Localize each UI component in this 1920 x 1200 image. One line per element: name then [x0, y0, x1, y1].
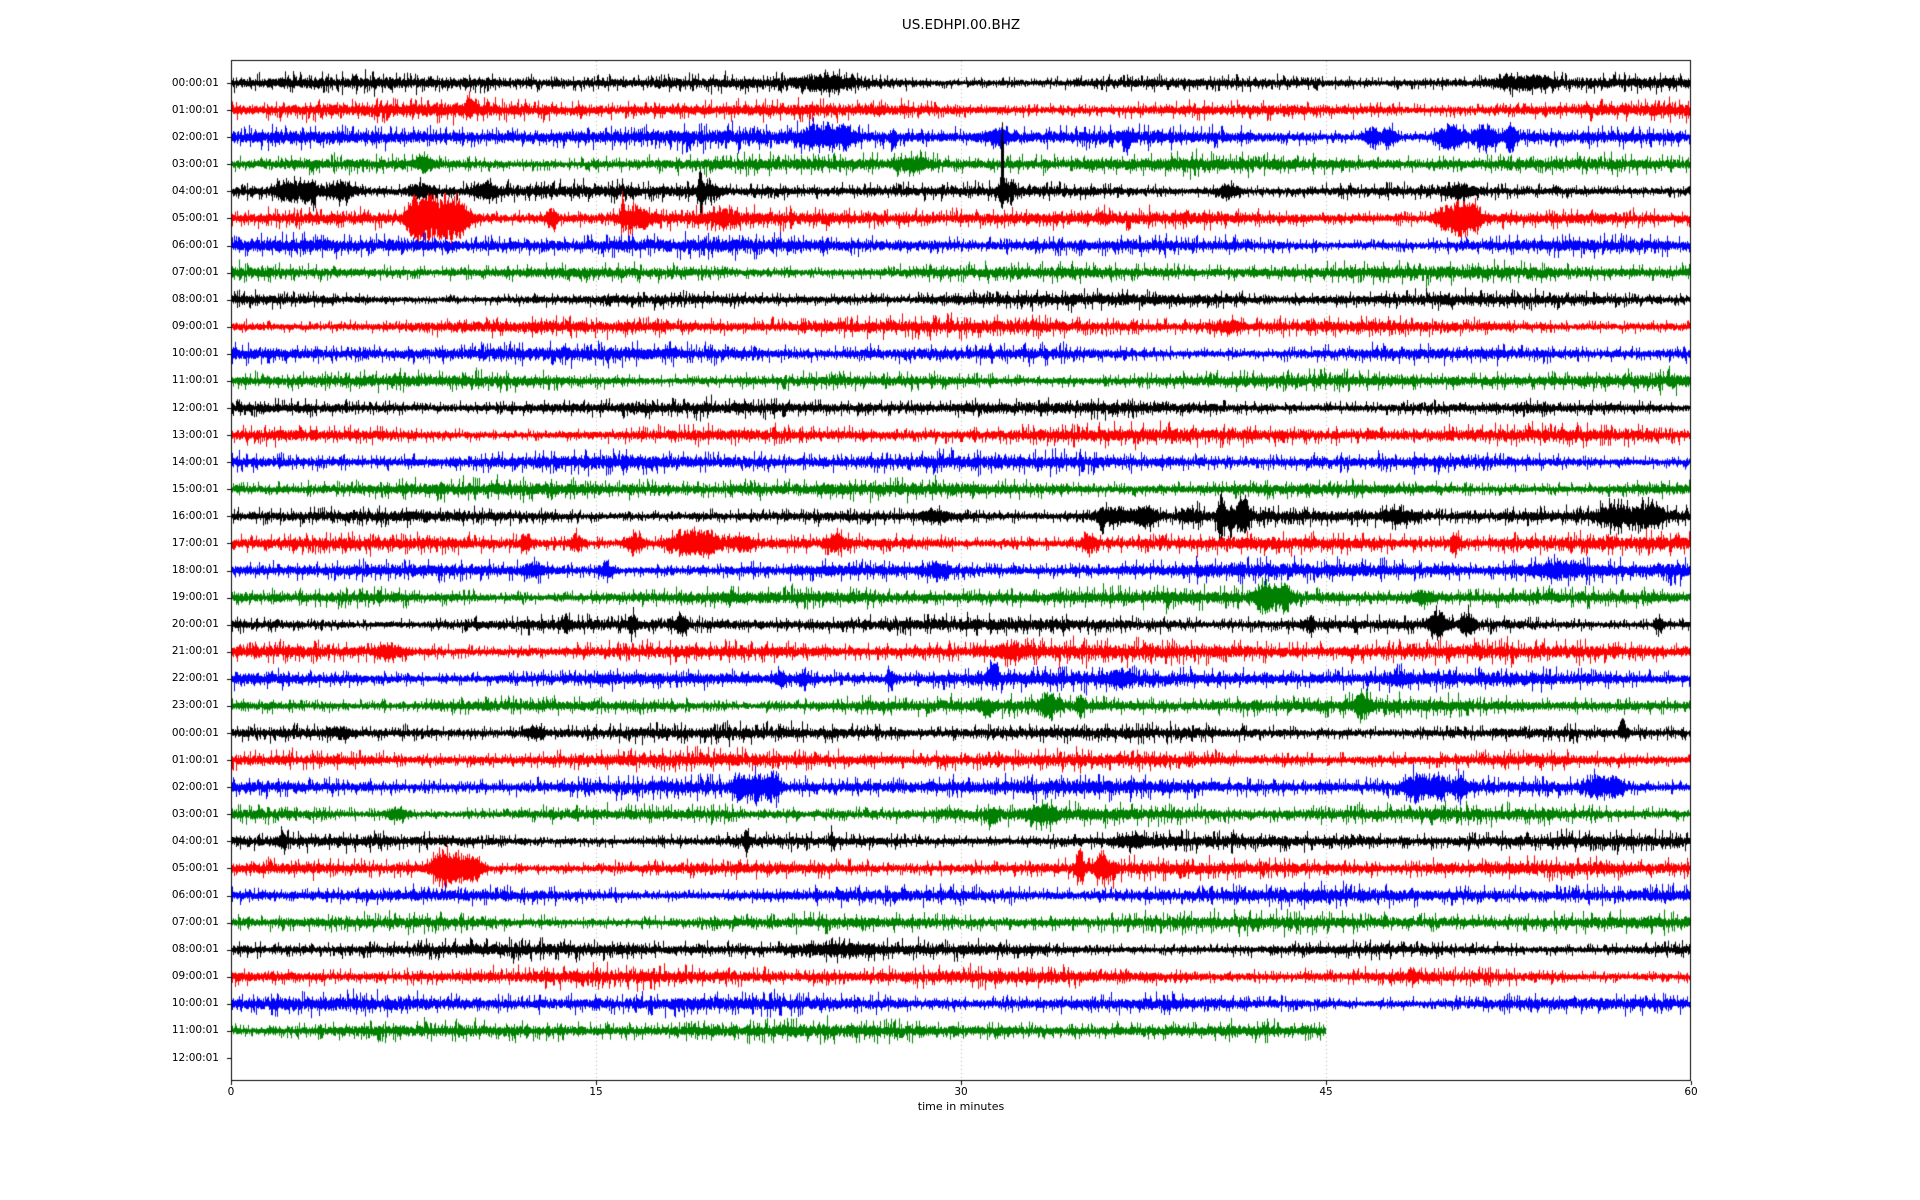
y-tick-label: 19:00:01 — [171, 591, 219, 604]
y-tick-label: 13:00:01 — [171, 428, 219, 441]
y-tick-label: 10:00:01 — [171, 997, 219, 1010]
y-tick-label: 09:00:01 — [171, 970, 219, 983]
y-tick-label: 12:00:01 — [171, 1051, 219, 1064]
y-tick-label: 08:00:01 — [171, 943, 219, 956]
y-tick-label: 07:00:01 — [171, 916, 219, 929]
y-tick-label: 16:00:01 — [171, 509, 219, 522]
x-tick-label: 30 — [954, 1086, 968, 1098]
x-tick-label: 15 — [589, 1086, 603, 1098]
x-tick-label: 0 — [227, 1086, 235, 1098]
y-tick-label: 06:00:01 — [171, 889, 219, 901]
y-tick-label: 14:00:01 — [171, 455, 219, 468]
y-tick-label: 11:00:01 — [171, 1024, 219, 1037]
y-tick-label: 00:00:01 — [171, 76, 219, 89]
y-tick-label: 01:00:01 — [171, 103, 219, 116]
y-tick-label: 10:00:01 — [171, 347, 219, 360]
y-tick-label: 20:00:01 — [171, 618, 219, 631]
y-tick-label: 05:00:01 — [171, 861, 219, 874]
y-tick-label: 03:00:01 — [171, 157, 219, 170]
y-tick-label: 09:00:01 — [171, 320, 219, 333]
y-tick-label: 08:00:01 — [171, 293, 219, 306]
y-tick-label: 18:00:01 — [171, 564, 219, 576]
y-tick-label: 17:00:01 — [171, 536, 219, 549]
chart-title: US.EDHPI.00.BHZ — [901, 17, 1021, 33]
y-tick-label: 00:00:01 — [171, 726, 219, 739]
y-tick-label: 02:00:01 — [171, 780, 219, 793]
y-tick-label: 03:00:01 — [171, 807, 219, 820]
y-tick-label: 15:00:01 — [171, 482, 219, 495]
y-tick-label: 05:00:01 — [171, 211, 219, 224]
y-tick-label: 02:00:01 — [171, 130, 219, 143]
y-tick-label: 21:00:01 — [171, 645, 219, 658]
y-tick-label: 12:00:01 — [171, 401, 219, 414]
x-tick-label: 45 — [1319, 1086, 1333, 1098]
y-tick-label: 04:00:01 — [171, 184, 219, 197]
y-tick-label: 22:00:01 — [171, 672, 219, 685]
y-tick-label: 01:00:01 — [171, 753, 219, 766]
y-tick-label: 04:00:01 — [171, 834, 219, 847]
y-tick-label: 23:00:01 — [171, 699, 219, 712]
x-axis-label: time in minutes — [917, 1100, 1005, 1113]
x-tick-label: 60 — [1684, 1086, 1698, 1098]
y-tick-label: 06:00:01 — [171, 239, 219, 251]
y-tick-label: 07:00:01 — [171, 266, 219, 279]
y-tick-label: 11:00:01 — [171, 374, 219, 387]
